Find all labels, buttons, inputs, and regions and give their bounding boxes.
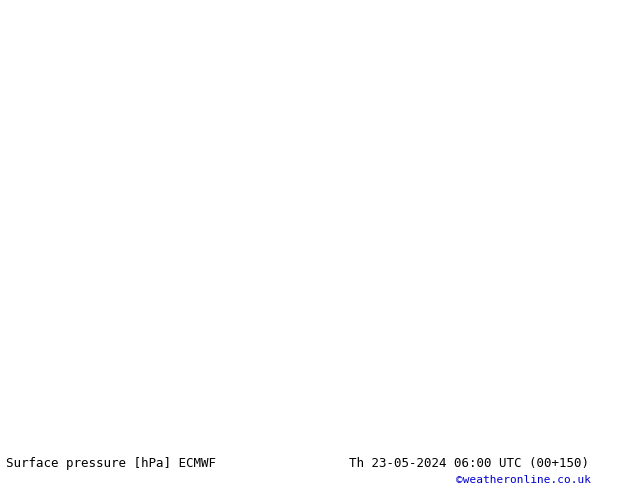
Text: ©weatheronline.co.uk: ©weatheronline.co.uk xyxy=(456,475,592,485)
Text: Th 23-05-2024 06:00 UTC (00+150): Th 23-05-2024 06:00 UTC (00+150) xyxy=(349,457,589,469)
Text: Surface pressure [hPa] ECMWF: Surface pressure [hPa] ECMWF xyxy=(6,457,216,469)
